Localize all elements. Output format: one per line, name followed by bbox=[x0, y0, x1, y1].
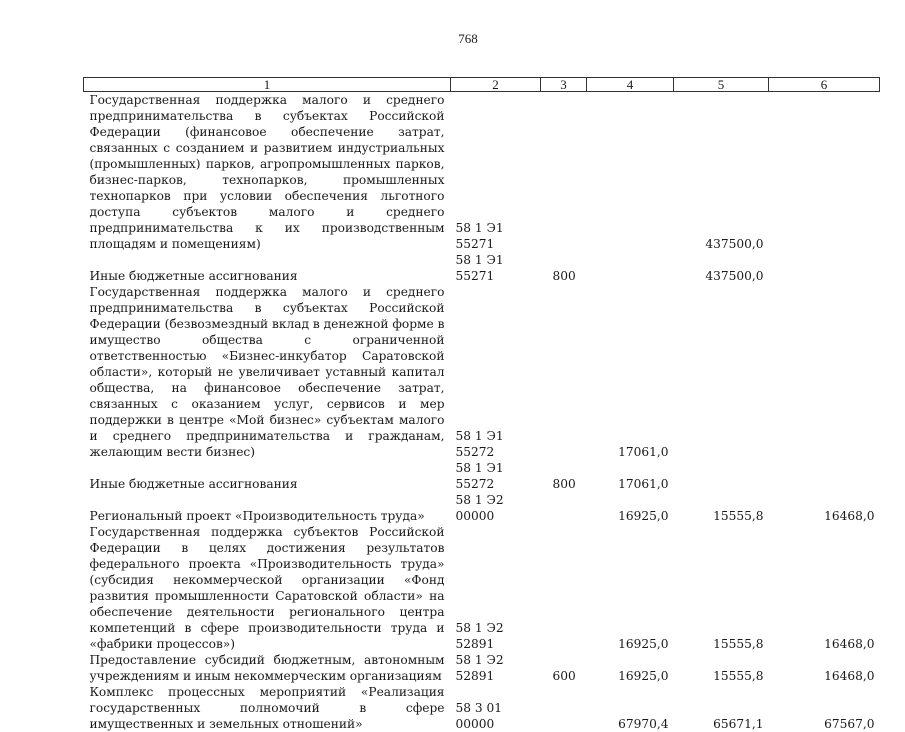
amount-col4 bbox=[587, 252, 674, 284]
amount-col4 bbox=[587, 92, 674, 253]
table-row: Государственная поддержка субъектов Росс… bbox=[84, 524, 880, 652]
target-code: 58 1 Э1 55272 bbox=[455, 429, 504, 459]
table-row: Государственная поддержка малого и средн… bbox=[84, 284, 880, 460]
expense-type: 800 bbox=[552, 477, 576, 491]
row-name: Иные бюджетные ассигнования bbox=[89, 269, 298, 283]
table-row: Комплекс процессных мероприятий «Реализа… bbox=[84, 684, 880, 732]
target-code: 58 1 Э1 55272 bbox=[455, 461, 504, 491]
amount-col5: 437500,0 bbox=[705, 237, 764, 251]
table-row: Региональный проект «Производительность … bbox=[84, 492, 880, 524]
amount-col4: 16925,0 bbox=[618, 637, 669, 651]
page-number: 768 bbox=[458, 31, 478, 46]
row-name: Региональный проект «Производительность … bbox=[89, 509, 425, 523]
target-code: 58 1 Э2 52891 bbox=[455, 621, 504, 651]
table-row: Иные бюджетные ассигнования 58 1 Э1 55272… bbox=[84, 460, 880, 492]
budget-table: 1 2 3 4 5 6 Государственная поддержка ма… bbox=[83, 77, 880, 732]
table-row: Предоставление субсидий бюджетным, автон… bbox=[84, 652, 880, 684]
row-name: Иные бюджетные ассигнования bbox=[89, 477, 298, 491]
amount-col4: 16925,0 bbox=[618, 509, 669, 523]
amount-col4: 16925,0 bbox=[618, 669, 669, 683]
amount-col5: 15555,8 bbox=[713, 637, 764, 651]
header-cell: 3 bbox=[540, 77, 587, 92]
expense-type bbox=[541, 492, 587, 524]
amount-col5: 15555,8 bbox=[713, 509, 764, 523]
amount-col5 bbox=[674, 284, 769, 460]
amount-col6 bbox=[769, 284, 880, 460]
row-name: Комплекс процессных мероприятий «Реализа… bbox=[89, 685, 445, 731]
amount-col4: 17061,0 bbox=[618, 477, 669, 491]
amount-col6: 67567,0 bbox=[824, 717, 875, 731]
expense-type bbox=[541, 684, 587, 732]
target-code: 58 1 Э2 00000 bbox=[455, 493, 504, 523]
header-cell: 4 bbox=[586, 77, 674, 92]
amount-col5 bbox=[674, 460, 769, 492]
row-name: Государственная поддержка субъектов Росс… bbox=[89, 525, 445, 651]
table-row: Иные бюджетные ассигнования 58 1 Э1 55271… bbox=[84, 252, 880, 284]
target-code: 58 1 Э2 52891 bbox=[455, 653, 504, 683]
amount-col4: 17061,0 bbox=[618, 445, 669, 459]
expense-type bbox=[541, 92, 587, 253]
expense-type: 600 bbox=[552, 669, 576, 683]
target-code: 58 1 Э1 55271 bbox=[455, 221, 504, 251]
row-name: Государственная поддержка малого и средн… bbox=[89, 93, 445, 251]
row-name: Государственная поддержка малого и средн… bbox=[89, 285, 445, 459]
amount-col6 bbox=[769, 252, 880, 284]
row-name: Предоставление субсидий бюджетным, автон… bbox=[89, 653, 445, 683]
header-cell: 6 bbox=[768, 77, 880, 92]
table-row: Государственная поддержка малого и средн… bbox=[84, 92, 880, 253]
amount-col5: 15555,8 bbox=[713, 669, 764, 683]
amount-col6 bbox=[769, 460, 880, 492]
amount-col4: 67970,4 bbox=[618, 717, 669, 731]
expense-type bbox=[541, 284, 587, 460]
header-cell: 1 bbox=[83, 77, 451, 92]
target-code: 58 3 01 00000 bbox=[455, 701, 503, 731]
header-cell: 2 bbox=[450, 77, 541, 92]
amount-col5: 437500,0 bbox=[705, 269, 764, 283]
amount-col6: 16468,0 bbox=[824, 509, 875, 523]
header-row: 1 2 3 4 5 6 bbox=[83, 77, 880, 92]
amount-col5: 65671,1 bbox=[713, 717, 764, 731]
amount-col6: 16468,0 bbox=[824, 669, 875, 683]
expense-type: 800 bbox=[552, 269, 576, 283]
header-cell: 5 bbox=[673, 77, 769, 92]
amount-col6: 16468,0 bbox=[824, 637, 875, 651]
amount-col6 bbox=[769, 92, 880, 253]
target-code: 58 1 Э1 55271 bbox=[455, 253, 504, 283]
expense-type bbox=[541, 524, 587, 652]
